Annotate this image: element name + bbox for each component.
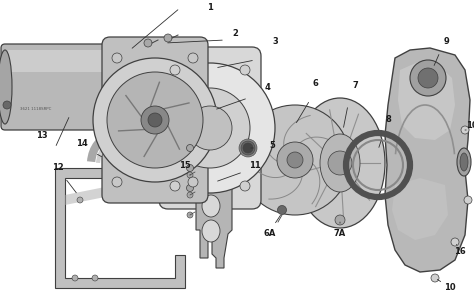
Ellipse shape: [457, 148, 471, 176]
Text: 10: 10: [444, 283, 456, 293]
Circle shape: [186, 185, 193, 192]
Text: 3621 1118SRPC: 3621 1118SRPC: [20, 107, 51, 111]
Circle shape: [241, 141, 255, 155]
FancyBboxPatch shape: [159, 47, 261, 209]
Circle shape: [277, 205, 286, 215]
Circle shape: [112, 177, 122, 187]
Circle shape: [187, 172, 193, 178]
Circle shape: [186, 145, 193, 151]
Ellipse shape: [320, 134, 360, 192]
Circle shape: [77, 197, 83, 203]
Circle shape: [170, 88, 250, 168]
Ellipse shape: [0, 50, 12, 124]
Text: 8: 8: [385, 115, 391, 125]
FancyBboxPatch shape: [102, 37, 208, 203]
Circle shape: [164, 34, 172, 42]
Circle shape: [410, 60, 446, 96]
Circle shape: [93, 58, 217, 182]
Text: 9: 9: [444, 37, 450, 46]
Circle shape: [3, 101, 11, 109]
FancyBboxPatch shape: [1, 44, 129, 130]
Circle shape: [461, 126, 469, 134]
Polygon shape: [392, 178, 448, 240]
Polygon shape: [188, 175, 232, 268]
Circle shape: [144, 39, 152, 47]
Circle shape: [335, 215, 345, 225]
Circle shape: [240, 105, 350, 215]
Circle shape: [240, 181, 250, 191]
Circle shape: [72, 275, 78, 281]
Text: 4: 4: [265, 84, 271, 92]
Ellipse shape: [202, 220, 220, 242]
Polygon shape: [398, 62, 455, 140]
Ellipse shape: [114, 44, 136, 130]
Circle shape: [186, 165, 193, 172]
Circle shape: [145, 63, 275, 193]
Text: 6A: 6A: [264, 228, 276, 238]
Text: 10: 10: [466, 121, 474, 130]
Text: 12: 12: [52, 164, 64, 173]
Circle shape: [112, 53, 122, 63]
FancyBboxPatch shape: [7, 50, 123, 72]
Polygon shape: [385, 48, 470, 272]
Text: 1: 1: [207, 3, 213, 13]
Ellipse shape: [295, 98, 385, 228]
Ellipse shape: [202, 195, 220, 217]
Text: 5: 5: [269, 141, 275, 150]
Circle shape: [141, 106, 169, 134]
Text: 16: 16: [454, 247, 466, 257]
Circle shape: [188, 106, 232, 150]
Circle shape: [277, 142, 313, 178]
Text: 3: 3: [272, 37, 278, 46]
Circle shape: [187, 192, 193, 198]
Circle shape: [92, 275, 98, 281]
Circle shape: [170, 181, 180, 191]
Text: 11: 11: [249, 161, 261, 169]
Circle shape: [287, 152, 303, 168]
Text: 14: 14: [76, 138, 88, 147]
Text: 7A: 7A: [334, 228, 346, 238]
Circle shape: [170, 65, 180, 75]
Text: 15: 15: [179, 161, 191, 169]
Polygon shape: [65, 185, 115, 205]
Circle shape: [188, 53, 198, 63]
Circle shape: [328, 151, 352, 175]
Text: 13: 13: [36, 130, 48, 139]
Circle shape: [451, 238, 459, 246]
Circle shape: [464, 196, 472, 204]
Text: 2: 2: [232, 29, 238, 37]
Circle shape: [418, 68, 438, 88]
Circle shape: [240, 65, 250, 75]
Text: 7: 7: [352, 80, 358, 90]
Text: 6: 6: [312, 79, 318, 87]
Circle shape: [187, 212, 193, 218]
Circle shape: [188, 177, 198, 187]
Circle shape: [243, 143, 253, 153]
Circle shape: [239, 139, 257, 157]
Circle shape: [107, 72, 203, 168]
Ellipse shape: [460, 153, 468, 171]
Circle shape: [431, 274, 439, 282]
Circle shape: [148, 113, 162, 127]
Polygon shape: [55, 168, 185, 288]
